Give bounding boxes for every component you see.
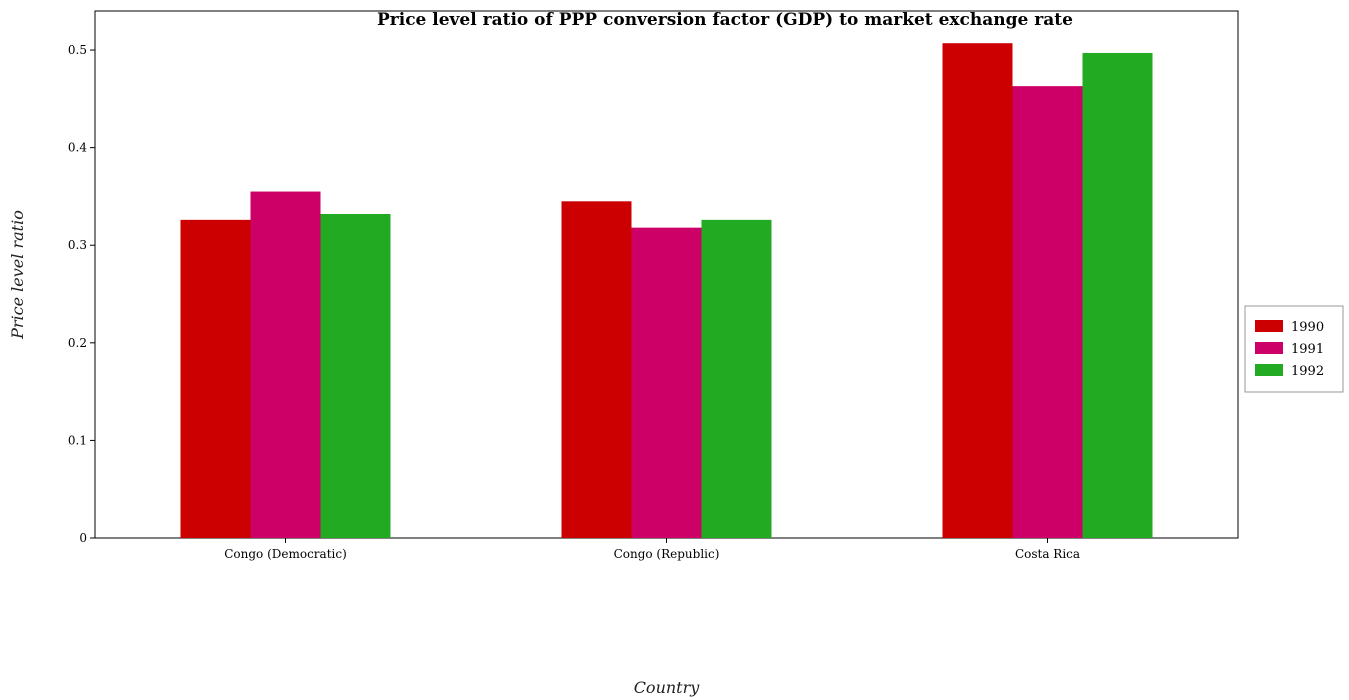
y-tick-label: 0.3	[68, 238, 87, 252]
bar-1992	[701, 219, 772, 538]
y-tick-label: 0	[79, 531, 87, 545]
legend-box	[1244, 305, 1344, 393]
bar-1992	[1082, 52, 1153, 538]
x-tick-label: Congo (Democratic)	[224, 547, 347, 561]
bar-1992	[320, 213, 391, 538]
legend-label: 1991	[1291, 342, 1324, 357]
bar-1991	[631, 227, 702, 538]
legend-label: 1990	[1291, 320, 1324, 335]
legend-swatch	[1255, 364, 1283, 376]
bar-1991	[250, 191, 321, 538]
bar-1991	[1012, 86, 1083, 538]
legend: 1990 1991 1992	[1244, 305, 1344, 393]
x-tick-label: Costa Rica	[1015, 547, 1080, 561]
legend-swatch	[1255, 342, 1283, 354]
y-tick-label: 0.2	[68, 336, 87, 350]
bar-1990	[942, 43, 1013, 538]
x-tick-label: Congo (Republic)	[614, 547, 720, 561]
x-axis: Congo (Democratic) Congo (Republic) Costa …	[224, 538, 1080, 561]
y-tick-label: 0.1	[68, 433, 87, 447]
y-tick-label: 0.5	[68, 43, 87, 57]
x-axis-label: Country	[634, 678, 701, 697]
chart-title: Price level ratio of PPP conversion fact…	[377, 10, 1073, 30]
y-tick-label: 0.4	[68, 141, 87, 155]
bar-1990	[561, 201, 632, 539]
bar-1990	[180, 219, 251, 538]
bars	[180, 43, 1153, 539]
y-axis-label: Price level ratio	[8, 210, 27, 340]
legend-swatch	[1255, 320, 1283, 332]
legend-label: 1992	[1291, 364, 1324, 379]
y-axis: 0 0.1 0.2 0.3 0.4 0.5	[68, 43, 95, 545]
